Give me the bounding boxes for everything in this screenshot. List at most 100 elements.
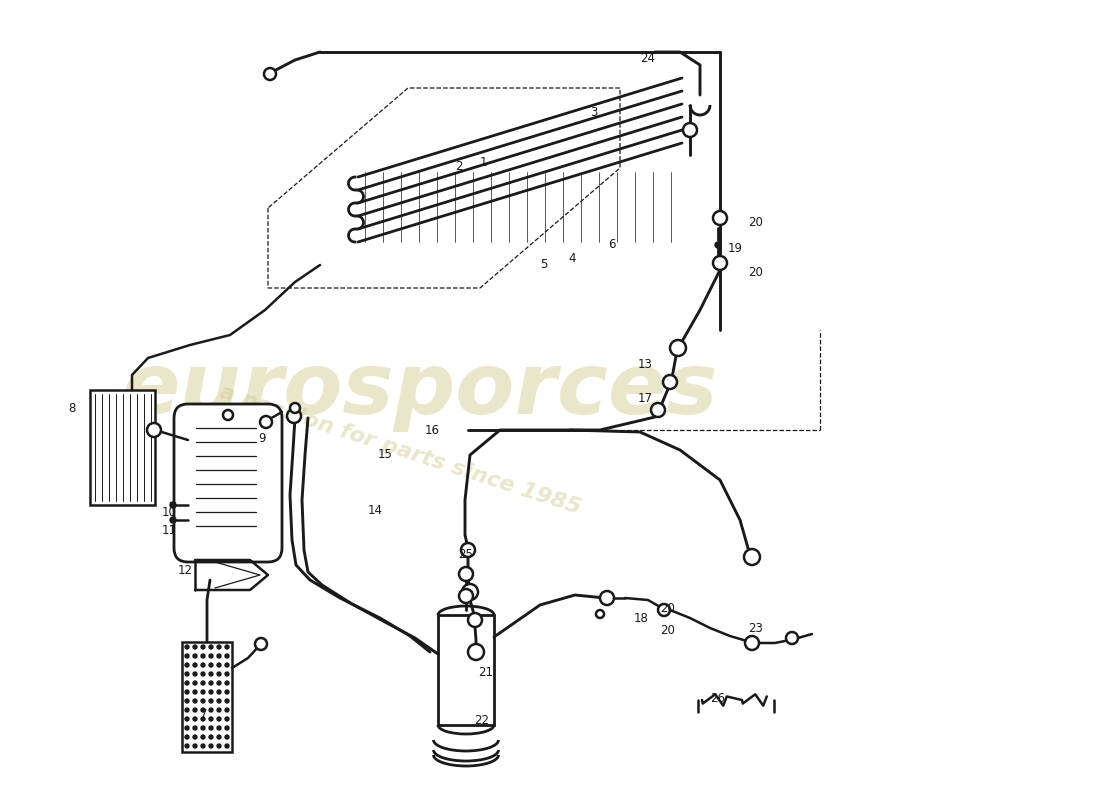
Circle shape — [462, 584, 478, 600]
Circle shape — [192, 681, 197, 685]
Circle shape — [209, 690, 213, 694]
Text: 20: 20 — [660, 602, 675, 614]
Circle shape — [217, 735, 221, 739]
Circle shape — [185, 735, 189, 739]
Text: 25: 25 — [458, 549, 473, 562]
Circle shape — [170, 502, 176, 508]
Circle shape — [209, 663, 213, 667]
Circle shape — [217, 717, 221, 721]
Circle shape — [192, 744, 197, 748]
Circle shape — [209, 717, 213, 721]
Bar — [438, 615, 494, 725]
Circle shape — [217, 744, 221, 748]
Text: 21: 21 — [478, 666, 493, 678]
Circle shape — [683, 123, 697, 137]
Circle shape — [201, 744, 205, 748]
Circle shape — [461, 543, 475, 557]
Text: 12: 12 — [178, 563, 192, 577]
Bar — [90, 390, 155, 505]
Circle shape — [223, 410, 233, 420]
Circle shape — [192, 726, 197, 730]
Circle shape — [192, 645, 197, 649]
Circle shape — [209, 726, 213, 730]
Circle shape — [468, 644, 484, 660]
Circle shape — [459, 589, 473, 603]
Circle shape — [287, 409, 301, 423]
Circle shape — [786, 632, 798, 644]
Circle shape — [217, 645, 221, 649]
Text: ×: × — [167, 500, 177, 510]
Circle shape — [600, 591, 614, 605]
Text: 20: 20 — [748, 215, 763, 229]
Circle shape — [713, 256, 727, 270]
Circle shape — [226, 717, 229, 721]
Circle shape — [192, 699, 197, 703]
Text: 13: 13 — [638, 358, 653, 370]
Circle shape — [201, 708, 205, 712]
Circle shape — [226, 735, 229, 739]
Circle shape — [185, 708, 189, 712]
Circle shape — [201, 690, 205, 694]
Circle shape — [192, 672, 197, 676]
Circle shape — [192, 735, 197, 739]
Circle shape — [217, 663, 221, 667]
Text: 11: 11 — [162, 523, 177, 537]
Circle shape — [209, 645, 213, 649]
Circle shape — [185, 690, 189, 694]
Circle shape — [201, 717, 205, 721]
Circle shape — [670, 340, 686, 356]
Circle shape — [209, 681, 213, 685]
Text: 19: 19 — [728, 242, 743, 254]
Circle shape — [209, 744, 213, 748]
Circle shape — [209, 654, 213, 658]
Text: 23: 23 — [748, 622, 763, 634]
Text: 6: 6 — [608, 238, 616, 250]
Circle shape — [217, 681, 221, 685]
Text: 24: 24 — [640, 51, 654, 65]
Circle shape — [226, 690, 229, 694]
Circle shape — [226, 663, 229, 667]
Text: 4: 4 — [568, 251, 575, 265]
Circle shape — [185, 645, 189, 649]
Circle shape — [209, 672, 213, 676]
Text: 26: 26 — [710, 691, 725, 705]
Circle shape — [658, 604, 670, 616]
Circle shape — [185, 663, 189, 667]
Circle shape — [226, 744, 229, 748]
Circle shape — [226, 681, 229, 685]
Circle shape — [201, 699, 205, 703]
Circle shape — [192, 654, 197, 658]
Circle shape — [185, 726, 189, 730]
Text: 14: 14 — [368, 503, 383, 517]
Circle shape — [596, 610, 604, 618]
Circle shape — [201, 645, 205, 649]
Circle shape — [745, 636, 759, 650]
Circle shape — [185, 744, 189, 748]
Circle shape — [185, 654, 189, 658]
Circle shape — [217, 672, 221, 676]
Text: 20: 20 — [660, 623, 675, 637]
Circle shape — [468, 613, 482, 627]
Circle shape — [290, 403, 300, 413]
Circle shape — [185, 717, 189, 721]
Text: 10: 10 — [162, 506, 177, 518]
Circle shape — [663, 375, 676, 389]
Circle shape — [226, 708, 229, 712]
Circle shape — [459, 567, 473, 581]
Circle shape — [201, 735, 205, 739]
Circle shape — [170, 517, 176, 523]
Text: 20: 20 — [748, 266, 763, 278]
Text: 18: 18 — [634, 611, 649, 625]
Text: 15: 15 — [378, 449, 393, 462]
Circle shape — [713, 211, 727, 225]
Circle shape — [264, 68, 276, 80]
Circle shape — [217, 654, 221, 658]
Text: 5: 5 — [540, 258, 548, 271]
Circle shape — [185, 672, 189, 676]
Text: 3: 3 — [590, 106, 597, 118]
Text: a passion for parts since 1985: a passion for parts since 1985 — [217, 382, 583, 518]
Circle shape — [217, 726, 221, 730]
Circle shape — [147, 423, 161, 437]
Circle shape — [201, 726, 205, 730]
Circle shape — [217, 699, 221, 703]
